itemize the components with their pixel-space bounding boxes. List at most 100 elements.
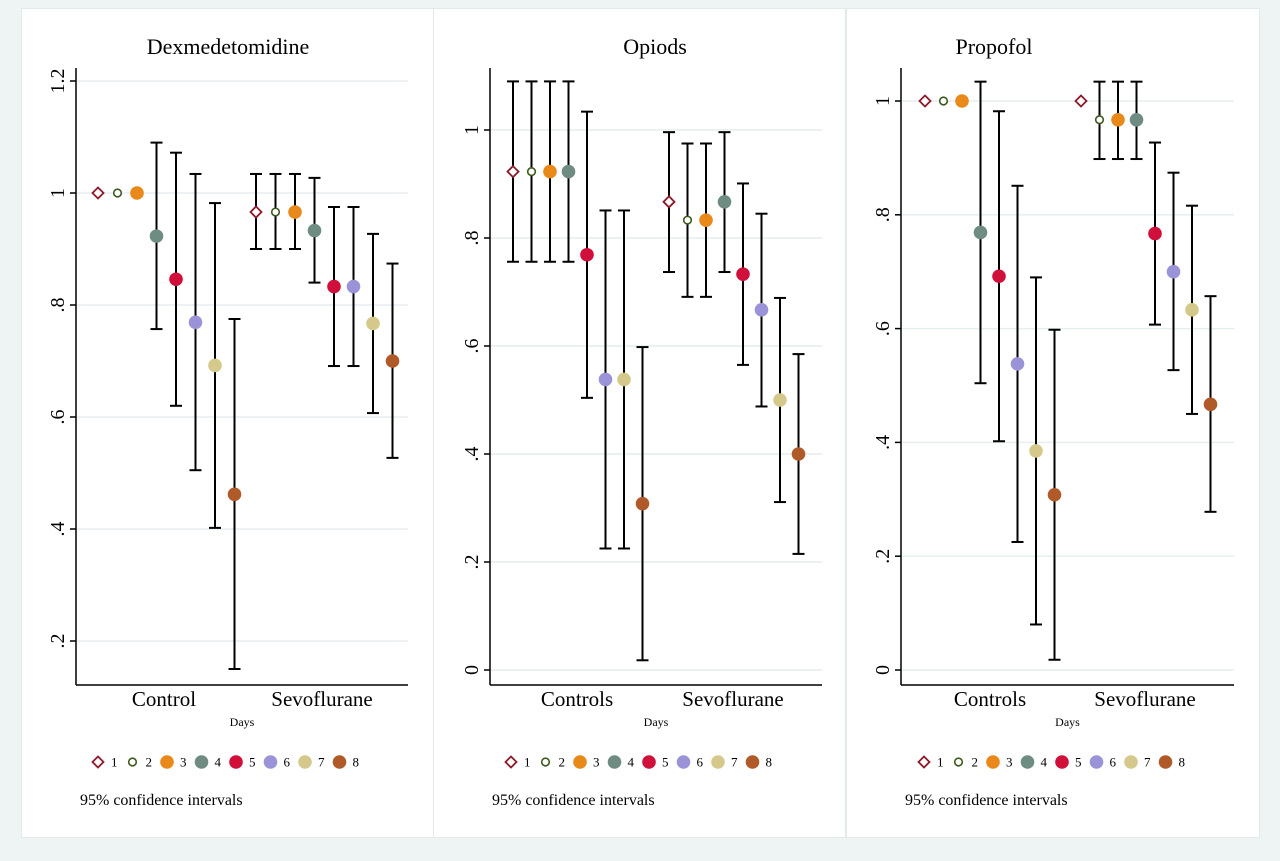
data-point-diamond [1074, 94, 1088, 108]
data-point-circle [955, 94, 969, 108]
legend-marker-diamond [91, 755, 105, 769]
data-point-circle [1185, 303, 1199, 317]
legend-label: 6 [284, 755, 291, 770]
legend-label: 6 [697, 755, 704, 770]
legend-marker-circle [1055, 755, 1069, 769]
data-point-circle [169, 272, 183, 287]
legend-marker-circle [986, 755, 1000, 769]
data-point-circle [635, 496, 650, 511]
y-tick-label: .6 [872, 321, 894, 336]
legend-marker-diamond [917, 755, 931, 769]
legend-marker-circle [745, 755, 760, 769]
legend-marker-circle [1158, 755, 1173, 769]
data-point-circle [130, 186, 144, 200]
y-tick-label: 1 [47, 188, 69, 198]
data-point-circle [327, 279, 341, 294]
data-point-circle [1029, 444, 1043, 458]
data-point-circle [1111, 112, 1125, 127]
data-point-hollow-circle [938, 96, 949, 106]
data-point-circle [227, 487, 242, 502]
legend-label: 4 [1041, 755, 1048, 770]
data-point-circle [791, 447, 806, 461]
legend-label: 4 [628, 755, 635, 770]
chart-title: Propofol [956, 34, 1033, 59]
panel-opiods [433, 8, 846, 838]
chart-title: Opiods [623, 34, 687, 59]
y-tick-label: .6 [461, 339, 483, 354]
legend-label: 2 [559, 755, 566, 770]
legend-label: 7 [731, 755, 738, 770]
legend-label: 5 [1075, 755, 1082, 770]
legend-marker-circle [573, 755, 587, 769]
legend-label: 4 [215, 755, 222, 770]
data-point-diamond [662, 195, 676, 209]
legend-label: 1 [111, 755, 118, 770]
legend-label: 1 [937, 755, 944, 770]
legend-label: 2 [146, 755, 153, 770]
chart-title: Dexmedetomidine [147, 34, 310, 59]
data-point-circle [973, 225, 988, 240]
data-point-circle [773, 393, 787, 407]
data-point-hollow-circle [682, 215, 693, 225]
legend-marker-circle [676, 755, 691, 769]
ci-note: 95% confidence intervals [80, 792, 243, 809]
y-tick-label: 1 [872, 96, 894, 106]
legend-label: 7 [1144, 755, 1151, 770]
legend-marker-circle [711, 755, 725, 769]
legend-marker-diamond [504, 755, 518, 769]
legend-label: 1 [524, 755, 531, 770]
data-point-circle [1129, 112, 1144, 127]
data-point-circle [1047, 487, 1062, 502]
legend-marker-hollow-circle [540, 757, 551, 767]
data-point-diamond [506, 164, 520, 179]
legend-marker-circle [332, 755, 347, 769]
y-tick-label: 0 [872, 665, 894, 675]
legend-marker-circle [642, 755, 656, 769]
y-tick-label: .2 [461, 555, 483, 570]
data-point-circle [736, 267, 750, 281]
data-point-circle [149, 229, 164, 243]
x-category-label: Sevoflurane [682, 687, 783, 711]
legend-marker-circle [1089, 755, 1104, 769]
legend-label: 2 [972, 755, 979, 770]
legend-marker-circle [298, 755, 312, 769]
legend-label: 6 [1110, 755, 1117, 770]
legend-marker-circle [229, 755, 243, 769]
data-point-circle [208, 358, 222, 373]
data-point-circle [1148, 226, 1162, 241]
data-point-circle [188, 315, 203, 330]
data-point-circle [1166, 264, 1181, 279]
data-point-circle [617, 372, 631, 387]
legend-label: 7 [318, 755, 325, 770]
legend-label: 5 [249, 755, 256, 770]
legend-marker-hollow-circle [953, 757, 964, 767]
x-category-label: Controls [541, 687, 613, 711]
panel-propofol [846, 8, 1260, 838]
data-point-circle [307, 223, 322, 238]
legend-label: 3 [1006, 755, 1013, 770]
y-tick-label: 1.2 [47, 69, 69, 94]
y-tick-label: 1 [461, 125, 483, 135]
legend-label: 5 [662, 755, 669, 770]
data-point-circle [543, 164, 557, 179]
x-category-label: Sevoflurane [271, 687, 372, 711]
y-tick-label: .8 [872, 207, 894, 222]
data-point-circle [561, 164, 576, 179]
legend-marker-hollow-circle [127, 757, 138, 767]
y-tick-label: .2 [47, 634, 69, 649]
data-point-circle [346, 279, 361, 294]
x-category-label: Sevoflurane [1094, 687, 1195, 711]
x-category-label: Controls [954, 687, 1026, 711]
legend-label: 3 [593, 755, 600, 770]
legend-label: 8 [1179, 755, 1186, 770]
data-point-circle [717, 195, 732, 209]
legend-marker-circle [194, 755, 209, 769]
legend-label: 8 [353, 755, 360, 770]
panel-dexmedetomidine [21, 8, 434, 838]
chart-propofol: Propofol 0 .2 .4 .6 .8 1 Controls Sevoflurane Day… [872, 34, 1234, 809]
data-point-hollow-circle [526, 166, 537, 177]
data-point-circle [754, 303, 769, 317]
legend-marker-circle [607, 755, 622, 769]
y-tick-label: .6 [47, 410, 69, 425]
